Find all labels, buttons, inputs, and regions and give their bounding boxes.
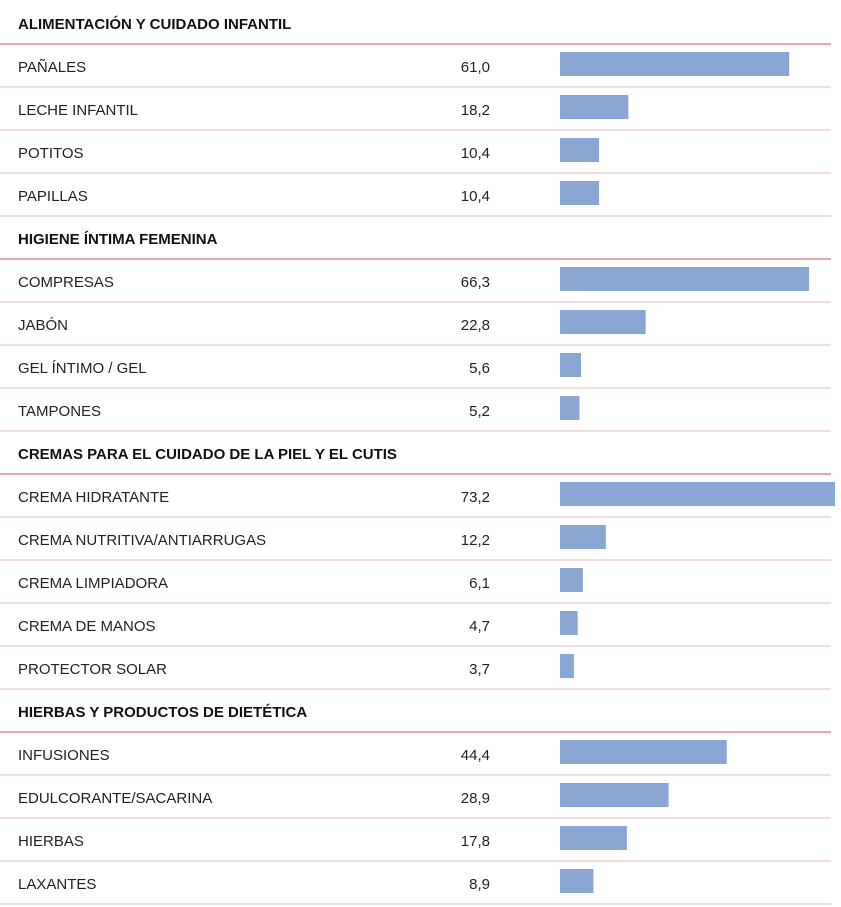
row-label: PAPILLAS <box>18 188 88 205</box>
row-label: JABÓN <box>18 317 68 334</box>
bar <box>560 611 578 635</box>
bar <box>560 568 583 592</box>
bar <box>560 52 790 76</box>
bar <box>560 482 836 506</box>
row-label: CREMA NUTRITIVA/ANTIARRUGAS <box>18 532 266 549</box>
value-label: 73,2 <box>461 489 490 506</box>
value-label: 28,9 <box>461 790 490 807</box>
value-label: 22,8 <box>461 317 490 334</box>
group-title: HIGIENE ÍNTIMA FEMENINA <box>18 231 218 248</box>
bar <box>560 95 629 119</box>
group-title: ALIMENTACIÓN Y CUIDADO INFANTIL <box>18 15 291 33</box>
bar <box>560 310 646 334</box>
row-label: HIERBAS <box>18 833 84 850</box>
bar <box>560 138 600 162</box>
row-label: PAÑALES <box>18 59 86 76</box>
value-label: 10,4 <box>461 145 490 162</box>
value-label: 8,9 <box>469 876 490 893</box>
bar <box>560 525 606 549</box>
value-label: 4,7 <box>469 618 490 635</box>
value-label: 18,2 <box>461 102 490 119</box>
row-label: LECHE INFANTIL <box>18 102 138 119</box>
row-label: PROTECTOR SOLAR <box>18 661 167 678</box>
row-label: COMPRESAS <box>18 274 114 291</box>
bar <box>560 267 810 291</box>
row-label: LAXANTES <box>18 876 96 893</box>
bar <box>560 396 580 420</box>
row-label: POTITOS <box>18 145 84 162</box>
bar <box>560 654 574 678</box>
row-label: TAMPONES <box>18 403 101 420</box>
row-label: INFUSIONES <box>18 747 110 764</box>
row-label: CREMA DE MANOS <box>18 618 156 635</box>
row-label: CREMA HIDRATANTE <box>18 489 169 506</box>
value-label: 44,4 <box>461 747 490 764</box>
value-label: 66,3 <box>461 274 490 291</box>
bar <box>560 783 669 807</box>
bar <box>560 181 600 205</box>
value-label: 17,8 <box>461 833 490 850</box>
bar <box>560 826 627 850</box>
value-label: 5,2 <box>469 403 490 420</box>
value-label: 12,2 <box>461 532 490 549</box>
value-label: 6,1 <box>469 575 490 592</box>
value-label: 61,0 <box>461 59 490 76</box>
value-label: 5,6 <box>469 360 490 377</box>
value-label: 3,7 <box>469 661 490 678</box>
value-label: 10,4 <box>461 188 490 205</box>
row-label: GEL ÍNTIMO / GEL <box>18 360 147 377</box>
group-title: HIERBAS Y PRODUCTOS DE DIETÉTICA <box>18 704 307 721</box>
bar <box>560 869 594 893</box>
row-label: EDULCORANTE/SACARINA <box>18 790 212 807</box>
row-label: CREMA LIMPIADORA <box>18 575 168 592</box>
bar <box>560 353 582 377</box>
group-title: CREMAS PARA EL CUIDADO DE LA PIEL Y EL C… <box>18 446 397 463</box>
bar <box>560 740 727 764</box>
